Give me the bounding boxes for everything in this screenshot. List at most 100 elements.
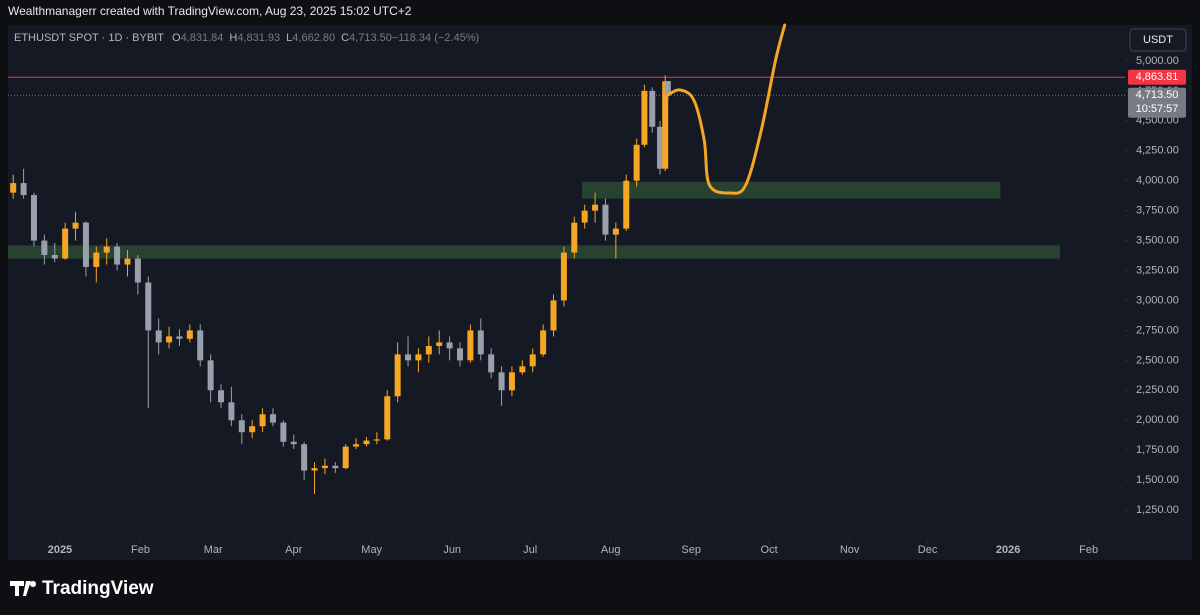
candle-body: [363, 440, 370, 445]
candle-body: [498, 372, 505, 391]
x-tick-label: 2025: [48, 544, 72, 556]
candle-body: [280, 422, 287, 442]
candle-body: [529, 354, 536, 367]
candle-body: [373, 439, 380, 441]
x-tick-label: Feb: [1079, 544, 1098, 556]
y-tick-label: 2,000.00: [1136, 414, 1179, 426]
candle-body: [134, 258, 141, 283]
candle-body: [41, 240, 48, 255]
x-tick-label: Mar: [204, 544, 223, 556]
candle-body: [519, 366, 526, 373]
candle-body: [612, 228, 619, 235]
legend-key: H: [229, 32, 237, 44]
candle-body: [145, 282, 152, 331]
candle-body: [301, 444, 308, 471]
legend-key: C: [341, 32, 349, 44]
logo-mark: [10, 581, 37, 596]
candle-body: [623, 180, 630, 229]
candle-body: [405, 354, 412, 361]
zone: [8, 245, 1061, 259]
candle-body: [20, 183, 27, 196]
candle-body: [186, 330, 193, 339]
legend-value: 4,713.50: [349, 32, 392, 44]
x-tick-label: Dec: [918, 544, 938, 556]
candle-body: [103, 246, 110, 253]
candle-body: [321, 465, 328, 469]
candle-body: [249, 426, 256, 433]
candle-body: [602, 204, 609, 235]
x-tick-label: Feb: [131, 544, 150, 556]
y-tick-label: 4,000.00: [1136, 175, 1179, 187]
candle-body: [446, 342, 453, 349]
candle-body: [353, 444, 360, 447]
candle-body: [176, 336, 183, 339]
x-tick-label: Jul: [523, 544, 537, 556]
candle-body: [342, 446, 349, 469]
candle-body: [332, 465, 339, 469]
currency[interactable]: USDT: [1143, 34, 1173, 46]
candle-body: [155, 330, 162, 343]
candle-body: [238, 420, 245, 433]
candle-body: [10, 183, 17, 193]
x-tick-label: Jun: [443, 544, 461, 556]
price-tag-label: 4,713.50: [1136, 89, 1179, 101]
candle-body: [662, 81, 669, 169]
candle-body: [259, 414, 266, 427]
candle-body: [467, 330, 474, 361]
candle-body: [415, 354, 422, 361]
candle-body: [384, 396, 391, 440]
candle-body: [456, 348, 463, 361]
y-tick-label: 3,000.00: [1136, 294, 1179, 306]
x-tick-label: Aug: [601, 544, 621, 556]
x-tick-label: May: [361, 544, 382, 556]
projection-curve: [666, 23, 787, 195]
y-tick-label: 1,250.00: [1136, 504, 1179, 516]
y-tick-label: 2,250.00: [1136, 384, 1179, 396]
currency-box[interactable]: [1129, 28, 1187, 52]
candle-body: [311, 468, 318, 471]
y-tick-label: 1,500.00: [1136, 474, 1179, 486]
candle-body: [197, 330, 204, 361]
candle-body: [550, 300, 557, 331]
candle-body: [51, 254, 58, 259]
y-tick-label: 2,750.00: [1136, 324, 1179, 336]
candle-body: [62, 228, 69, 259]
candle-body: [649, 90, 656, 127]
symbol: ETHUSDT SPOT · 1D · BYBIT: [14, 32, 164, 44]
candle-body: [641, 90, 648, 145]
y-tick-label: 5,000.00: [1136, 55, 1179, 67]
x-tick-label: 2026: [996, 544, 1020, 556]
candle-body: [394, 354, 401, 397]
brand: TradingView: [42, 578, 154, 599]
candle-body: [269, 414, 276, 423]
candle-body: [30, 195, 37, 241]
candle-body: [207, 360, 214, 391]
candle-body: [633, 144, 640, 181]
y-tick-label: 3,250.00: [1136, 264, 1179, 276]
candle-body: [540, 330, 547, 355]
x-tick-label: Apr: [285, 544, 302, 556]
candle-body: [664, 81, 671, 96]
candle-body: [508, 372, 515, 391]
price-tag-label: 4,863.81: [1136, 71, 1179, 83]
y-tick-label: 1,750.00: [1136, 444, 1179, 456]
candle-body: [488, 354, 495, 373]
y-tick-label: 2,500.00: [1136, 354, 1179, 366]
y-tick-label: 3,750.00: [1136, 205, 1179, 217]
candle-body: [425, 345, 432, 355]
ohlc-legend: O4,831.84 H4,831.93 L4,662.80 C4,713.50−118…: [172, 32, 479, 44]
candle-body: [82, 222, 89, 267]
candle-body: [436, 342, 443, 346]
candle-body: [571, 222, 578, 253]
legend-value: 4,662.80: [292, 32, 335, 44]
candle-body: [592, 204, 599, 211]
x-tick-label: Nov: [840, 544, 860, 556]
candle-body: [228, 402, 235, 421]
price-tag: [1128, 87, 1186, 118]
y-tick-label: 4,250.00: [1136, 145, 1179, 157]
candle-body: [114, 246, 121, 265]
legend-value: 4,831.93: [237, 32, 280, 44]
legend-value: 4,831.84: [181, 32, 224, 44]
